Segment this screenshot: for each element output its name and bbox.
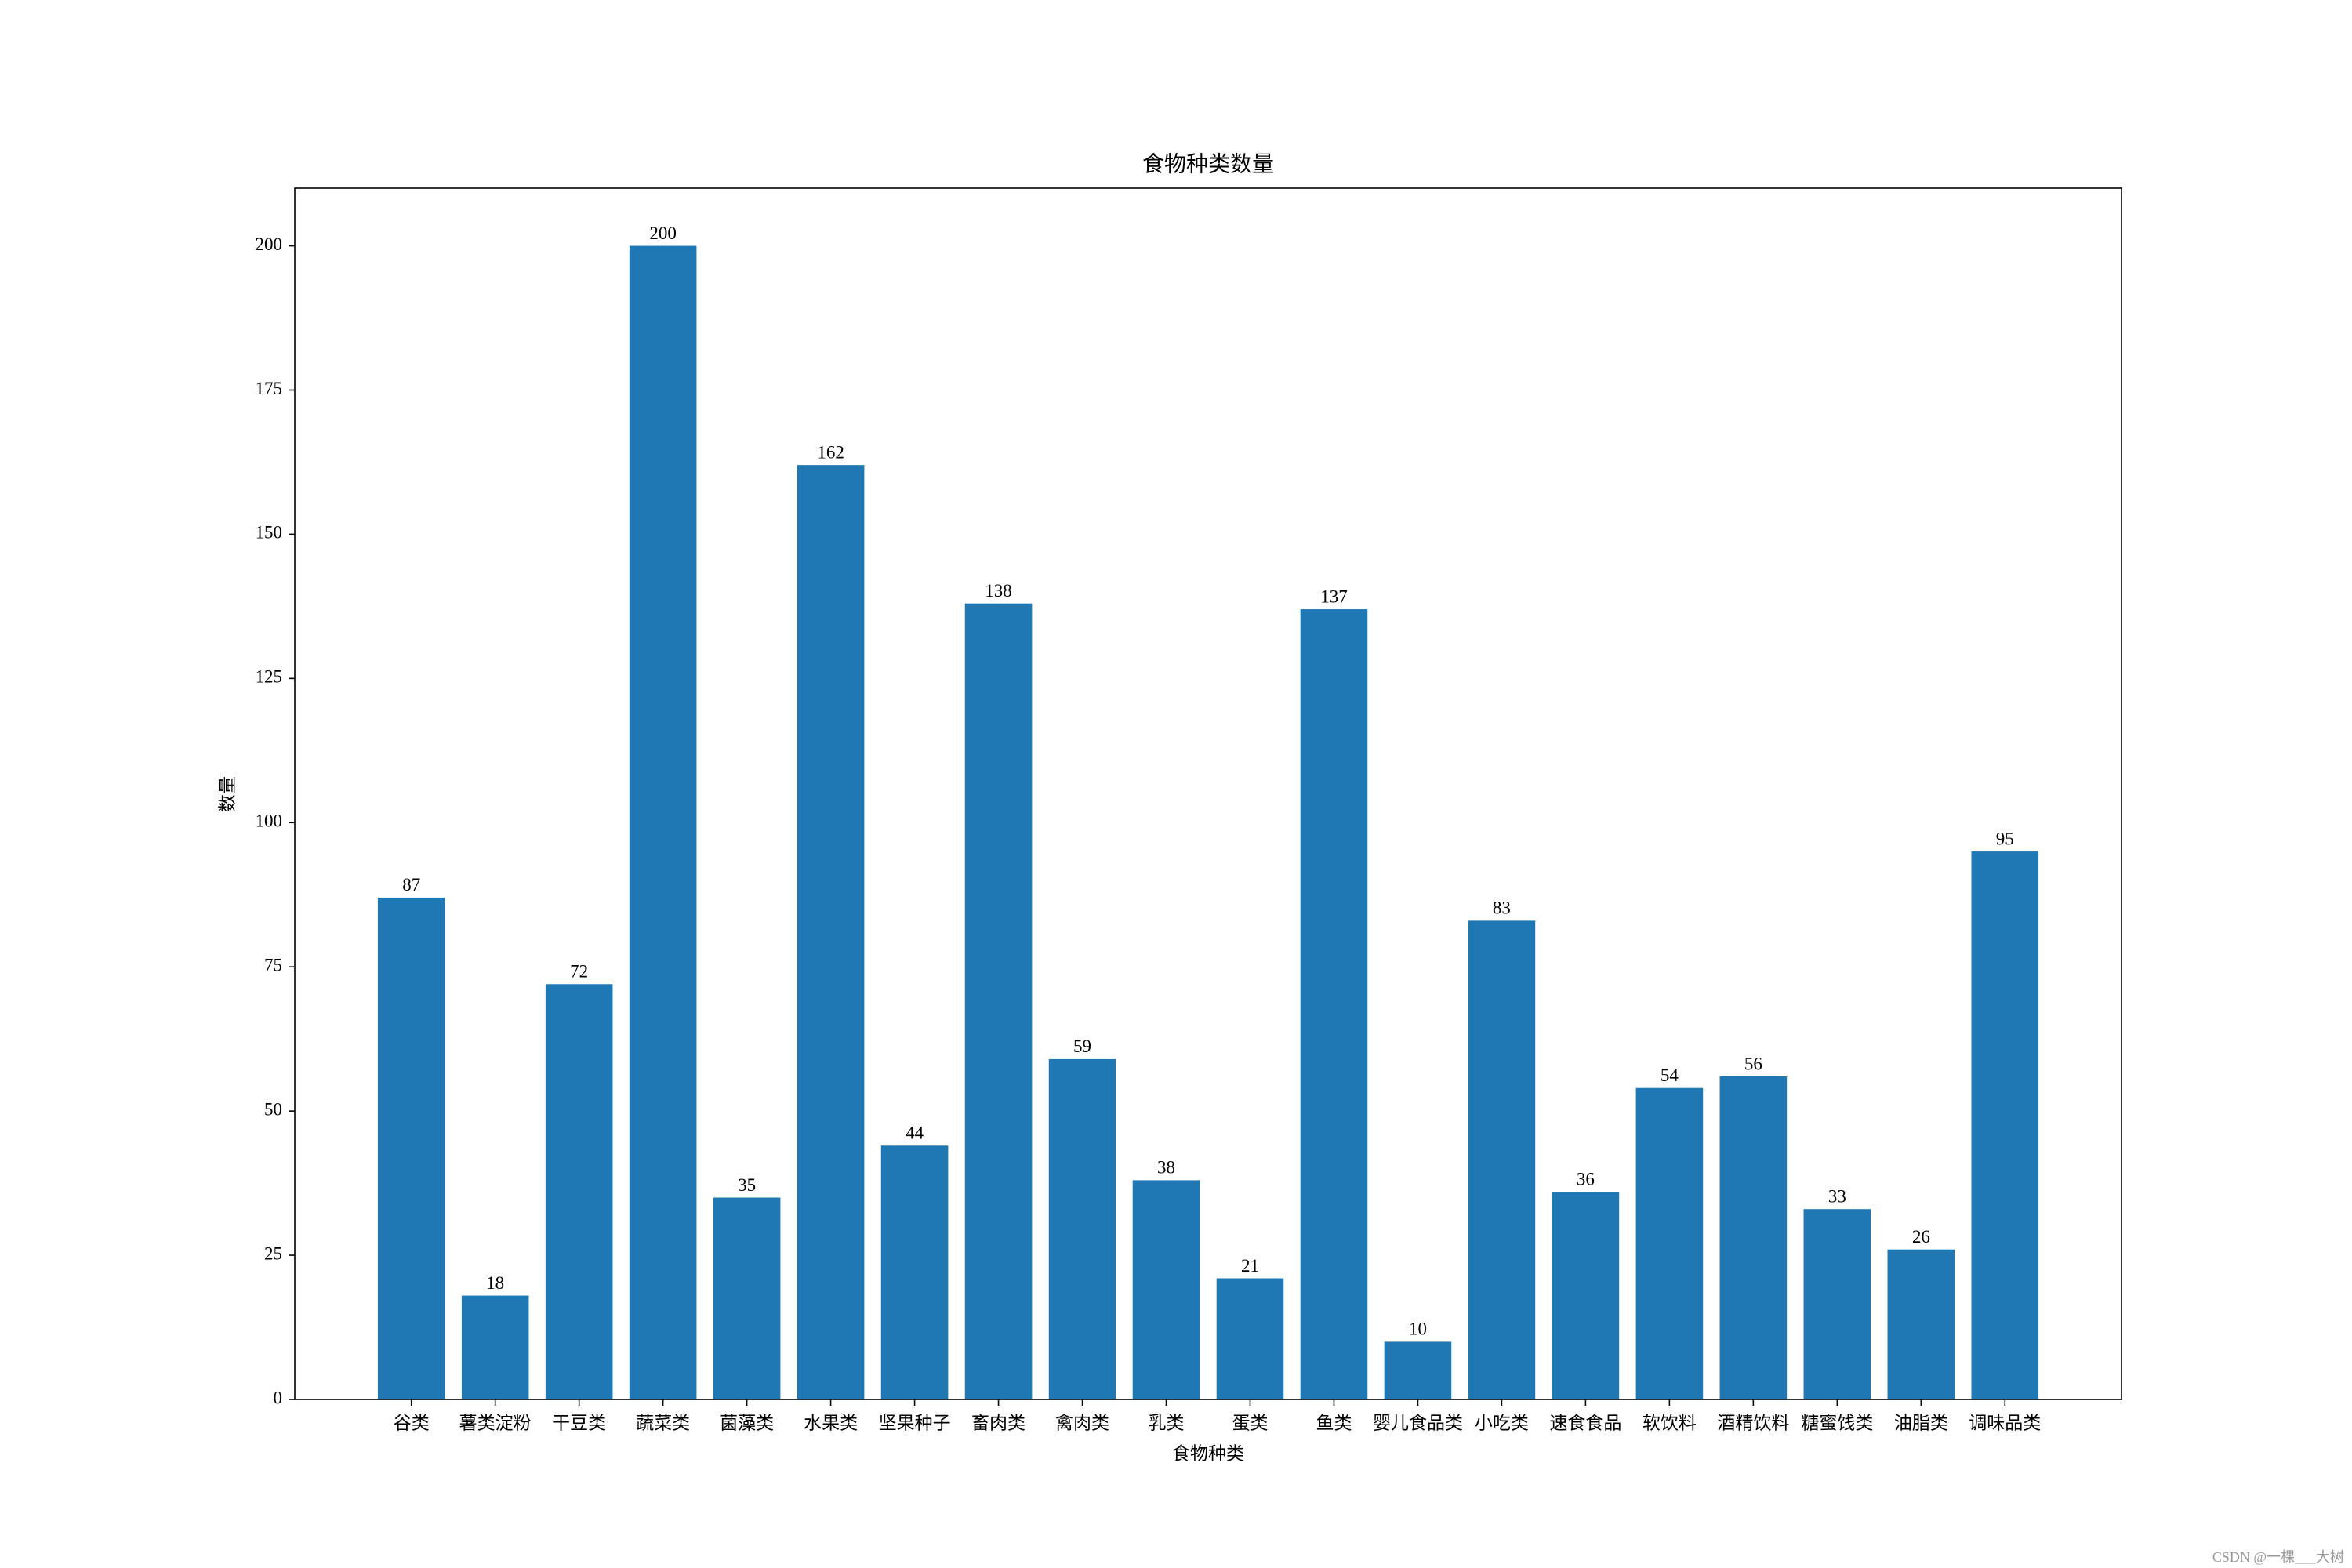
bar: [545, 984, 613, 1399]
x-tick-label: 蛋类: [1232, 1413, 1268, 1432]
bar: [377, 897, 445, 1399]
value-label: 138: [985, 581, 1012, 601]
x-tick-label: 畜肉类: [971, 1413, 1025, 1432]
bar: [1216, 1278, 1284, 1399]
x-axis-label: 食物种类: [1172, 1443, 1244, 1463]
value-label: 10: [1409, 1319, 1427, 1339]
y-tick-label: 25: [264, 1243, 282, 1263]
x-tick-label: 小吃类: [1475, 1413, 1529, 1432]
y-tick-label: 175: [256, 379, 283, 398]
x-tick-label: 婴儿食品类: [1373, 1413, 1463, 1432]
bar: [797, 465, 865, 1400]
value-label: 87: [402, 875, 420, 895]
value-label: 18: [486, 1273, 504, 1293]
value-label: 38: [1157, 1158, 1175, 1178]
x-tick-label: 水果类: [804, 1413, 858, 1432]
value-label: 21: [1241, 1256, 1259, 1276]
bar: [1887, 1249, 1955, 1399]
bar: [1132, 1180, 1200, 1399]
value-label: 54: [1661, 1065, 1679, 1085]
x-tick-label: 坚果种子: [879, 1413, 951, 1432]
value-label: 200: [649, 223, 677, 243]
y-axis-label: 数量: [217, 776, 237, 812]
value-label: 95: [1996, 829, 2014, 848]
bar: [713, 1197, 781, 1399]
x-tick-label: 软饮料: [1642, 1413, 1697, 1432]
value-label: 35: [738, 1175, 756, 1195]
bar: [1719, 1076, 1788, 1399]
value-label: 83: [1493, 898, 1511, 918]
x-tick-label: 糖蜜饯类: [1801, 1413, 1873, 1432]
bar: [1468, 920, 1536, 1399]
watermark: CSDN @一棵___大树: [2212, 1549, 2344, 1565]
x-tick-label: 乳类: [1149, 1413, 1185, 1432]
value-label: 72: [570, 962, 588, 982]
bar: [1300, 609, 1368, 1399]
value-label: 56: [1744, 1054, 1762, 1073]
bar: [1635, 1087, 1704, 1399]
x-tick-label: 鱼类: [1316, 1413, 1352, 1432]
value-label: 26: [1912, 1227, 1930, 1247]
value-label: 33: [1828, 1186, 1846, 1206]
x-tick-label: 薯类淀粉: [459, 1413, 532, 1432]
y-tick-label: 50: [264, 1099, 282, 1119]
x-tick-label: 调味品类: [1969, 1413, 2041, 1432]
x-tick-label: 干豆类: [552, 1413, 606, 1432]
x-tick-label: 蔬菜类: [636, 1413, 690, 1432]
x-tick-label: 禽肉类: [1055, 1413, 1109, 1432]
value-label: 36: [1577, 1169, 1595, 1189]
x-tick-label: 油脂类: [1894, 1413, 1948, 1432]
bar: [461, 1295, 529, 1399]
bar: [880, 1145, 949, 1399]
x-tick-label: 速食食品: [1549, 1413, 1621, 1432]
x-tick-label: 菌藻类: [720, 1413, 774, 1432]
chart-title: 食物种类数量: [1142, 151, 1274, 176]
y-tick-label: 200: [256, 234, 283, 254]
plot-frame: [294, 187, 2122, 1400]
bar: [1384, 1341, 1452, 1399]
y-tick-label: 150: [256, 523, 283, 543]
bar: [1048, 1058, 1116, 1399]
value-label: 59: [1073, 1036, 1091, 1056]
value-label: 137: [1320, 586, 1348, 606]
x-tick-label: 谷类: [394, 1413, 430, 1432]
value-label: 44: [906, 1123, 924, 1143]
y-tick-label: 100: [256, 811, 283, 831]
x-tick-label: 酒精饮料: [1717, 1413, 1789, 1432]
bar: [629, 245, 697, 1400]
bar: [1803, 1209, 1871, 1399]
bar: [1971, 851, 2039, 1399]
y-tick-label: 125: [256, 667, 283, 687]
bar: [1552, 1192, 1620, 1399]
y-tick-label: 75: [264, 955, 282, 975]
bar: [964, 603, 1033, 1399]
value-label: 162: [817, 442, 844, 462]
y-tick-label: 0: [274, 1388, 283, 1407]
